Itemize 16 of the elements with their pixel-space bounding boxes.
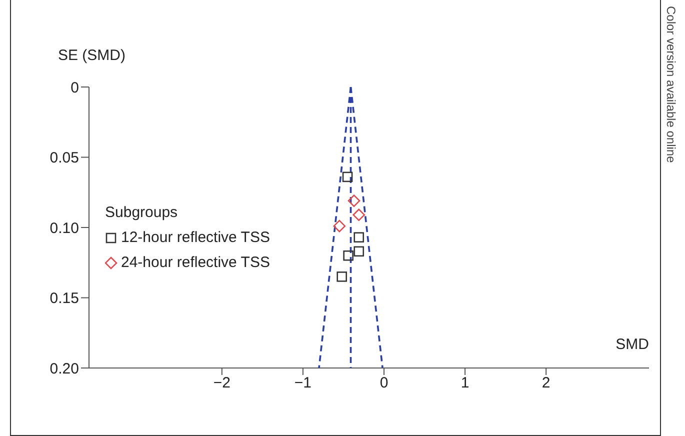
text: Color version available online <box>664 6 678 163</box>
x-tick-label: −1 <box>294 374 312 392</box>
x-tick-label: 2 <box>542 374 550 392</box>
y-tick-label: 0 <box>70 79 79 96</box>
y-axis-title: SE (SMD) <box>58 47 126 64</box>
x-tick-label: 1 <box>460 374 470 392</box>
legend-label: 12-hour reflective TSS <box>121 228 270 248</box>
y-tick-label: 0.15 <box>50 290 79 308</box>
x-axis-title: SMD <box>616 336 649 353</box>
x-tick-label: −2 <box>213 374 230 392</box>
legend-title: Subgroups <box>105 203 179 223</box>
y-tick-label: 0.10 <box>50 220 79 237</box>
y-tick-label: 0.05 <box>50 150 79 167</box>
x-tick-label: 0 <box>380 374 388 392</box>
legend-label: 24-hour reflective TSS <box>121 253 270 273</box>
y-tick-label: 0.20 <box>50 360 79 378</box>
